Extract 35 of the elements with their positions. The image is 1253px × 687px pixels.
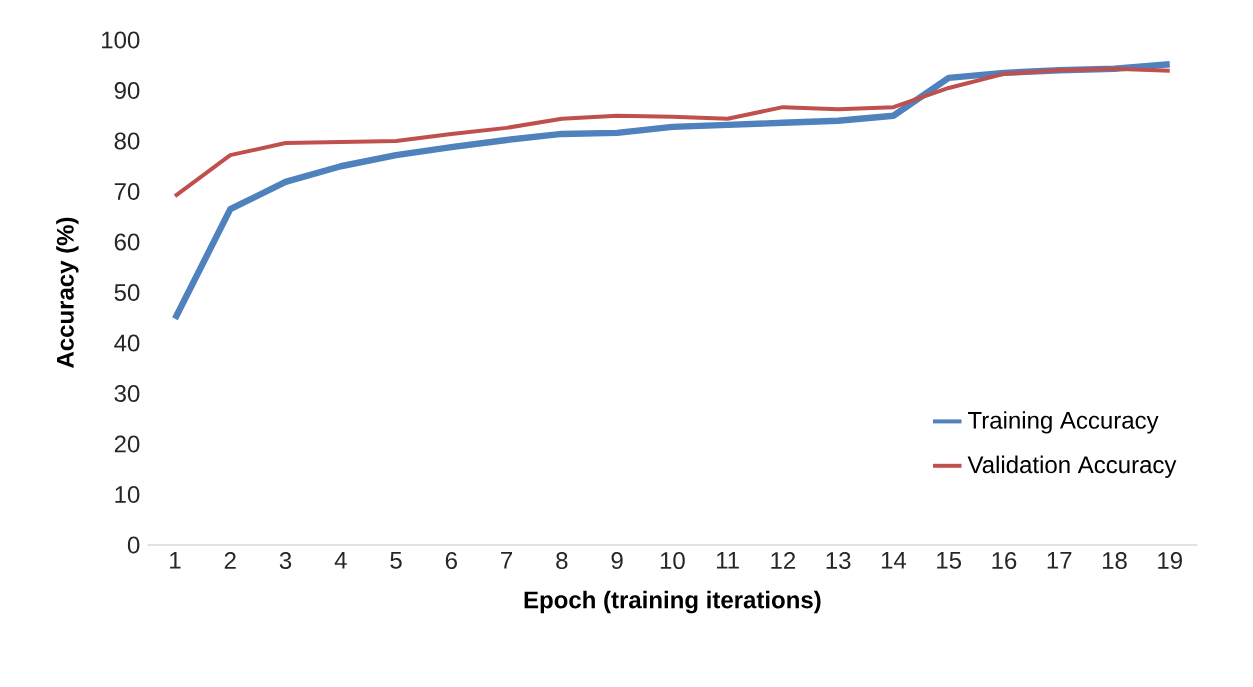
- x-tick-label: 19: [1158, 552, 1182, 570]
- x-tick-label: 5: [390, 552, 402, 569]
- x-tick-label: 8: [556, 552, 568, 570]
- legend-label: Training Accuracy: [968, 411, 1159, 434]
- y-tick-label: 70: [114, 183, 140, 200]
- y-tick-label: 30: [114, 385, 140, 402]
- x-tick-label: 6: [445, 552, 457, 570]
- y-tick-label: 80: [114, 132, 140, 150]
- x-tick-label: 12: [771, 552, 796, 569]
- x-tick-label: 3: [279, 552, 292, 570]
- x-tick-label: 1: [170, 552, 181, 569]
- x-tick-label: 16: [992, 552, 1017, 570]
- x-tick-label: 11: [717, 552, 739, 569]
- y-tick-label: 90: [114, 82, 140, 99]
- y-tick-label: 50: [114, 284, 140, 301]
- x-tick-label: 15: [937, 552, 962, 569]
- y-tick-label: 0: [127, 536, 140, 554]
- x-tick-label: 2: [224, 552, 236, 569]
- x-tick-label: 10: [660, 552, 685, 570]
- y-axis-title: Accuracy (%): [56, 217, 79, 368]
- y-tick-label: 60: [114, 233, 140, 251]
- x-tick-label: 18: [1102, 552, 1127, 570]
- y-tick-label: 10: [115, 486, 140, 503]
- x-tick-label: 13: [826, 552, 851, 570]
- y-tick-label: 40: [114, 334, 140, 352]
- x-axis-title: Epoch (training iterations): [524, 590, 821, 614]
- x-tick-label: 9: [611, 552, 623, 570]
- x-tick-label: 17: [1047, 552, 1072, 569]
- x-tick-label: 7: [501, 552, 513, 569]
- x-tick-label: 14: [881, 552, 907, 569]
- x-tick-label: 4: [334, 552, 347, 569]
- y-tick-label: 100: [102, 31, 140, 49]
- line-series: [173, 66, 1172, 199]
- y-tick-label: 20: [114, 435, 140, 453]
- legend-label: Validation Accuracy: [967, 455, 1177, 478]
